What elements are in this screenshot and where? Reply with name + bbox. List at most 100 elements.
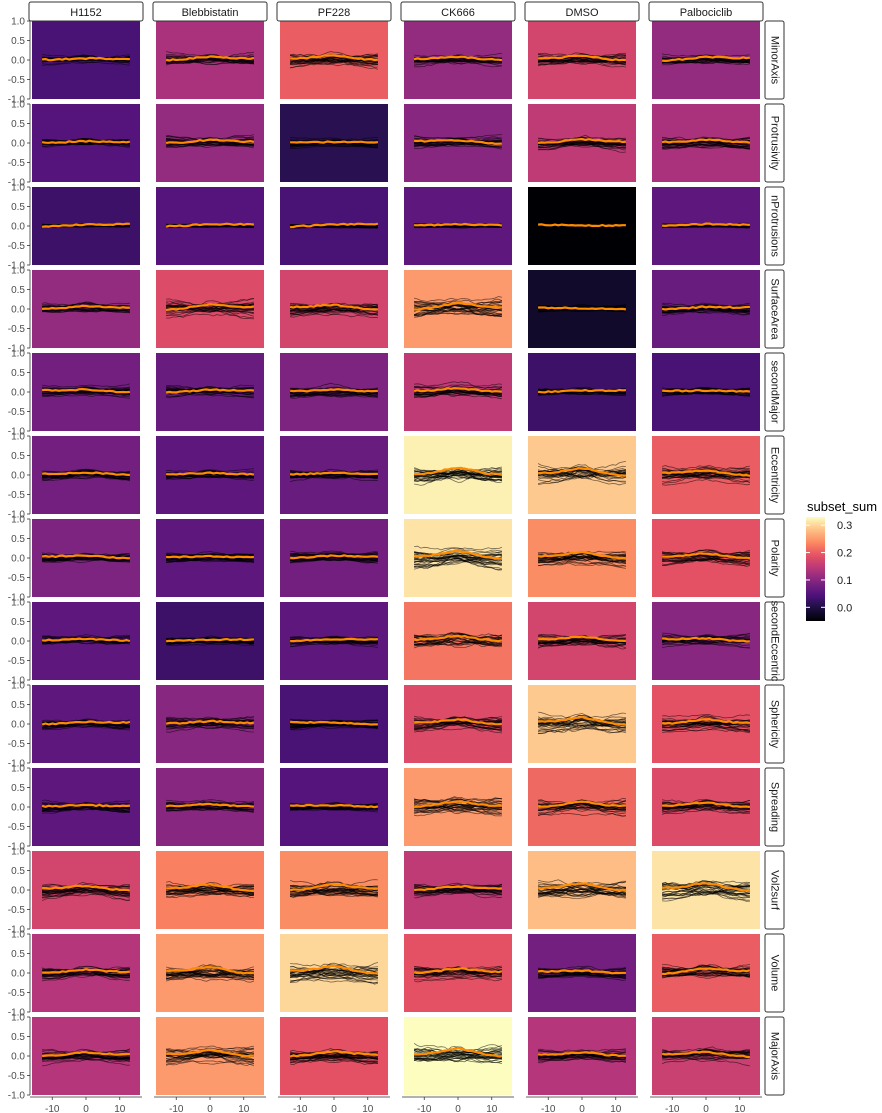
mean-line <box>662 55 751 63</box>
mean-line <box>41 1050 130 1058</box>
y-tick-label: 1.0 <box>11 266 25 277</box>
trace-line <box>42 475 131 481</box>
trace-line <box>42 61 130 66</box>
trace-line <box>538 965 627 971</box>
trace-line <box>414 883 503 890</box>
facet-panel <box>32 104 140 182</box>
trace-line <box>42 557 130 561</box>
column-strip: PF228 <box>276 1 392 22</box>
y-tick-label: 0.5 <box>11 700 25 711</box>
trace-line <box>42 392 130 397</box>
legend-title: subset_sum <box>807 499 877 514</box>
mean-line <box>166 471 255 476</box>
trace-line <box>538 634 627 643</box>
trace-line <box>537 800 626 806</box>
trace-line <box>537 53 626 60</box>
trace-line <box>166 313 254 320</box>
facet-panel <box>32 685 140 763</box>
trace-line <box>290 550 378 555</box>
trace-line <box>537 465 626 479</box>
facet-panel <box>32 768 140 846</box>
row-strip-label: Volume <box>769 955 781 992</box>
row-strip: Polarity <box>764 518 785 598</box>
facet-panel <box>32 353 140 431</box>
trace-line <box>662 142 751 148</box>
trace-line <box>538 469 627 479</box>
trace-line <box>414 552 502 562</box>
trace-line <box>290 885 378 895</box>
y-tick-label: -0.5 <box>8 490 26 501</box>
mean-line <box>289 388 378 393</box>
trace-line <box>413 1049 502 1055</box>
trace-line <box>413 304 502 316</box>
facet-panel <box>528 270 636 348</box>
y-tick-label: 0.5 <box>11 285 25 296</box>
mean-line <box>165 802 254 808</box>
y-tick-label: -1.0 <box>8 593 26 604</box>
mean-line <box>538 223 626 228</box>
trace-line <box>662 634 750 638</box>
trace-line <box>662 727 750 734</box>
mean-line <box>41 720 131 726</box>
trace-line <box>662 557 751 567</box>
facet-panel <box>280 187 388 265</box>
x-tick-label: 0 <box>579 1104 585 1113</box>
mean-line <box>289 303 378 311</box>
trace-line <box>662 889 750 902</box>
mean-line <box>166 965 254 975</box>
trace-line <box>165 963 255 971</box>
trace-line <box>662 549 750 556</box>
mean-line <box>290 222 379 229</box>
trace-line <box>42 383 131 388</box>
mean-line <box>413 549 502 560</box>
facet-panel <box>156 104 264 182</box>
facet-panel <box>528 685 636 763</box>
row-strips: MinorAxis Protrusivity nProtrusions Surface… <box>764 20 785 1096</box>
facet-panel <box>652 519 760 597</box>
mean-line <box>538 467 626 477</box>
y-tick-label: -0.5 <box>8 1071 26 1082</box>
row-strip: MajorAxis <box>764 1016 785 1096</box>
y-tick-label: -1.0 <box>8 1091 26 1102</box>
mean-line <box>290 637 378 643</box>
trace-line <box>662 723 750 732</box>
y-tick-label: 0.0 <box>11 471 25 482</box>
trace-line <box>662 308 750 313</box>
facet-panel <box>280 851 388 929</box>
trace-line <box>662 471 750 480</box>
trace-line <box>538 1048 626 1053</box>
trace-line <box>290 307 378 313</box>
trace-line <box>166 1060 254 1066</box>
row-strip-label: Eccentricity <box>769 447 781 504</box>
y-tick-label: 0.0 <box>11 139 25 150</box>
trace-line <box>42 387 130 391</box>
y-tick-label: 0.0 <box>11 720 25 731</box>
facet-panel <box>280 436 388 514</box>
y-tick-label: -1.0 <box>8 676 26 687</box>
mean-line <box>42 637 131 642</box>
facet-panel <box>528 187 636 265</box>
y-tick-label: 0.5 <box>11 119 25 130</box>
y-axis: -1.0 -0.5 0.0 0.5 1.0 <box>8 598 31 687</box>
y-tick-label: 0.5 <box>11 368 25 379</box>
facet-panel <box>404 934 512 1012</box>
facet-panel <box>652 187 760 265</box>
trace-line <box>662 885 750 898</box>
row-strip: secondMajor <box>764 352 785 432</box>
y-tick-label: 1.0 <box>11 17 25 28</box>
trace-line <box>166 54 254 60</box>
trace-line <box>662 144 750 150</box>
x-tick-label: 0 <box>455 1104 461 1113</box>
y-tick-label: -0.5 <box>8 158 26 169</box>
trace-line <box>538 974 626 979</box>
trace-line <box>166 716 254 722</box>
trace-line <box>538 388 626 396</box>
trace-line <box>42 719 130 728</box>
mean-line <box>414 466 503 476</box>
mean-line <box>41 803 131 808</box>
mean-line <box>538 635 626 643</box>
y-tick-label: 0.0 <box>11 637 25 648</box>
row-strip-label: Vol2surf <box>769 870 781 911</box>
trace-line <box>414 59 502 67</box>
mean-line <box>537 388 626 394</box>
